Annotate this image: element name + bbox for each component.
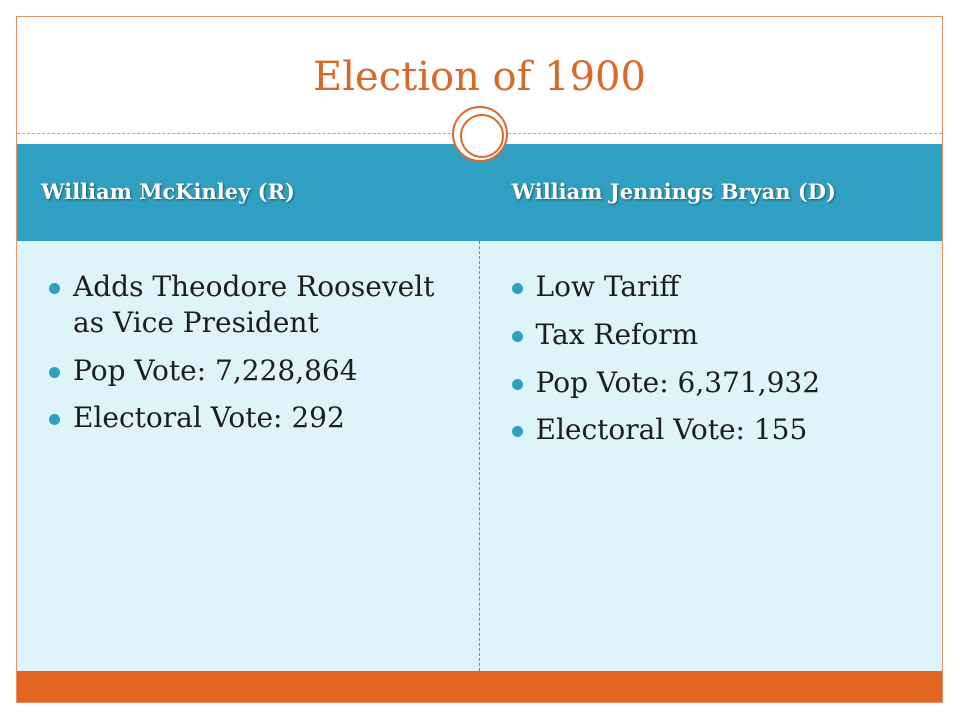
circle-emblem-inner <box>460 114 504 158</box>
header-bryan: William Jennings Bryan (D) <box>511 179 836 205</box>
list-item: Pop Vote: 6,371,932 <box>511 365 913 401</box>
bullet-text: Pop Vote: 6,371,932 <box>535 365 821 399</box>
bullet-dot-icon <box>511 330 523 342</box>
slide-title: Election of 1900 <box>313 54 646 100</box>
footer-accent-bar <box>17 671 942 702</box>
mckinley-bullet-list: Adds Theodore Roosevelt as Vice Presiden… <box>49 269 439 436</box>
slide-frame <box>16 16 943 703</box>
bullet-dot-icon <box>511 426 523 438</box>
bullet-dot-icon <box>49 414 60 426</box>
bullet-text: Pop Vote: 7,228,864 <box>73 353 358 387</box>
bullet-text: Low Tariff <box>535 270 680 303</box>
list-item: Tax Reform <box>511 317 913 353</box>
table-body-row: Adds Theodore Roosevelt as Vice Presiden… <box>17 241 942 671</box>
bryan-column: Low Tariff Tax Reform Pop Vote: 6,371,93… <box>480 241 943 671</box>
bullet-text: Adds Theodore Roosevelt as Vice Presiden… <box>73 270 435 339</box>
list-item: Electoral Vote: 292 <box>49 400 439 436</box>
bullet-dot-icon <box>49 283 60 294</box>
list-item: Electoral Vote: 155 <box>511 412 913 448</box>
bullet-text: Electoral Vote: 292 <box>73 401 345 435</box>
title-area: Election of 1900 <box>16 16 943 134</box>
bullet-dot-icon <box>511 283 523 294</box>
bullet-text: Tax Reform <box>535 317 699 351</box>
bullet-dot-icon <box>49 366 60 378</box>
mckinley-column: Adds Theodore Roosevelt as Vice Presiden… <box>17 241 480 671</box>
bryan-bullet-list: Low Tariff Tax Reform Pop Vote: 6,371,93… <box>511 269 913 448</box>
header-mckinley: William McKinley (R) <box>41 179 295 205</box>
bullet-dot-icon <box>511 378 523 390</box>
list-item: Adds Theodore Roosevelt as Vice Presiden… <box>49 269 439 341</box>
circle-emblem-icon <box>452 106 508 162</box>
list-item: Pop Vote: 7,228,864 <box>49 353 439 389</box>
bullet-text: Electoral Vote: 155 <box>535 413 808 447</box>
list-item: Low Tariff <box>511 269 913 305</box>
